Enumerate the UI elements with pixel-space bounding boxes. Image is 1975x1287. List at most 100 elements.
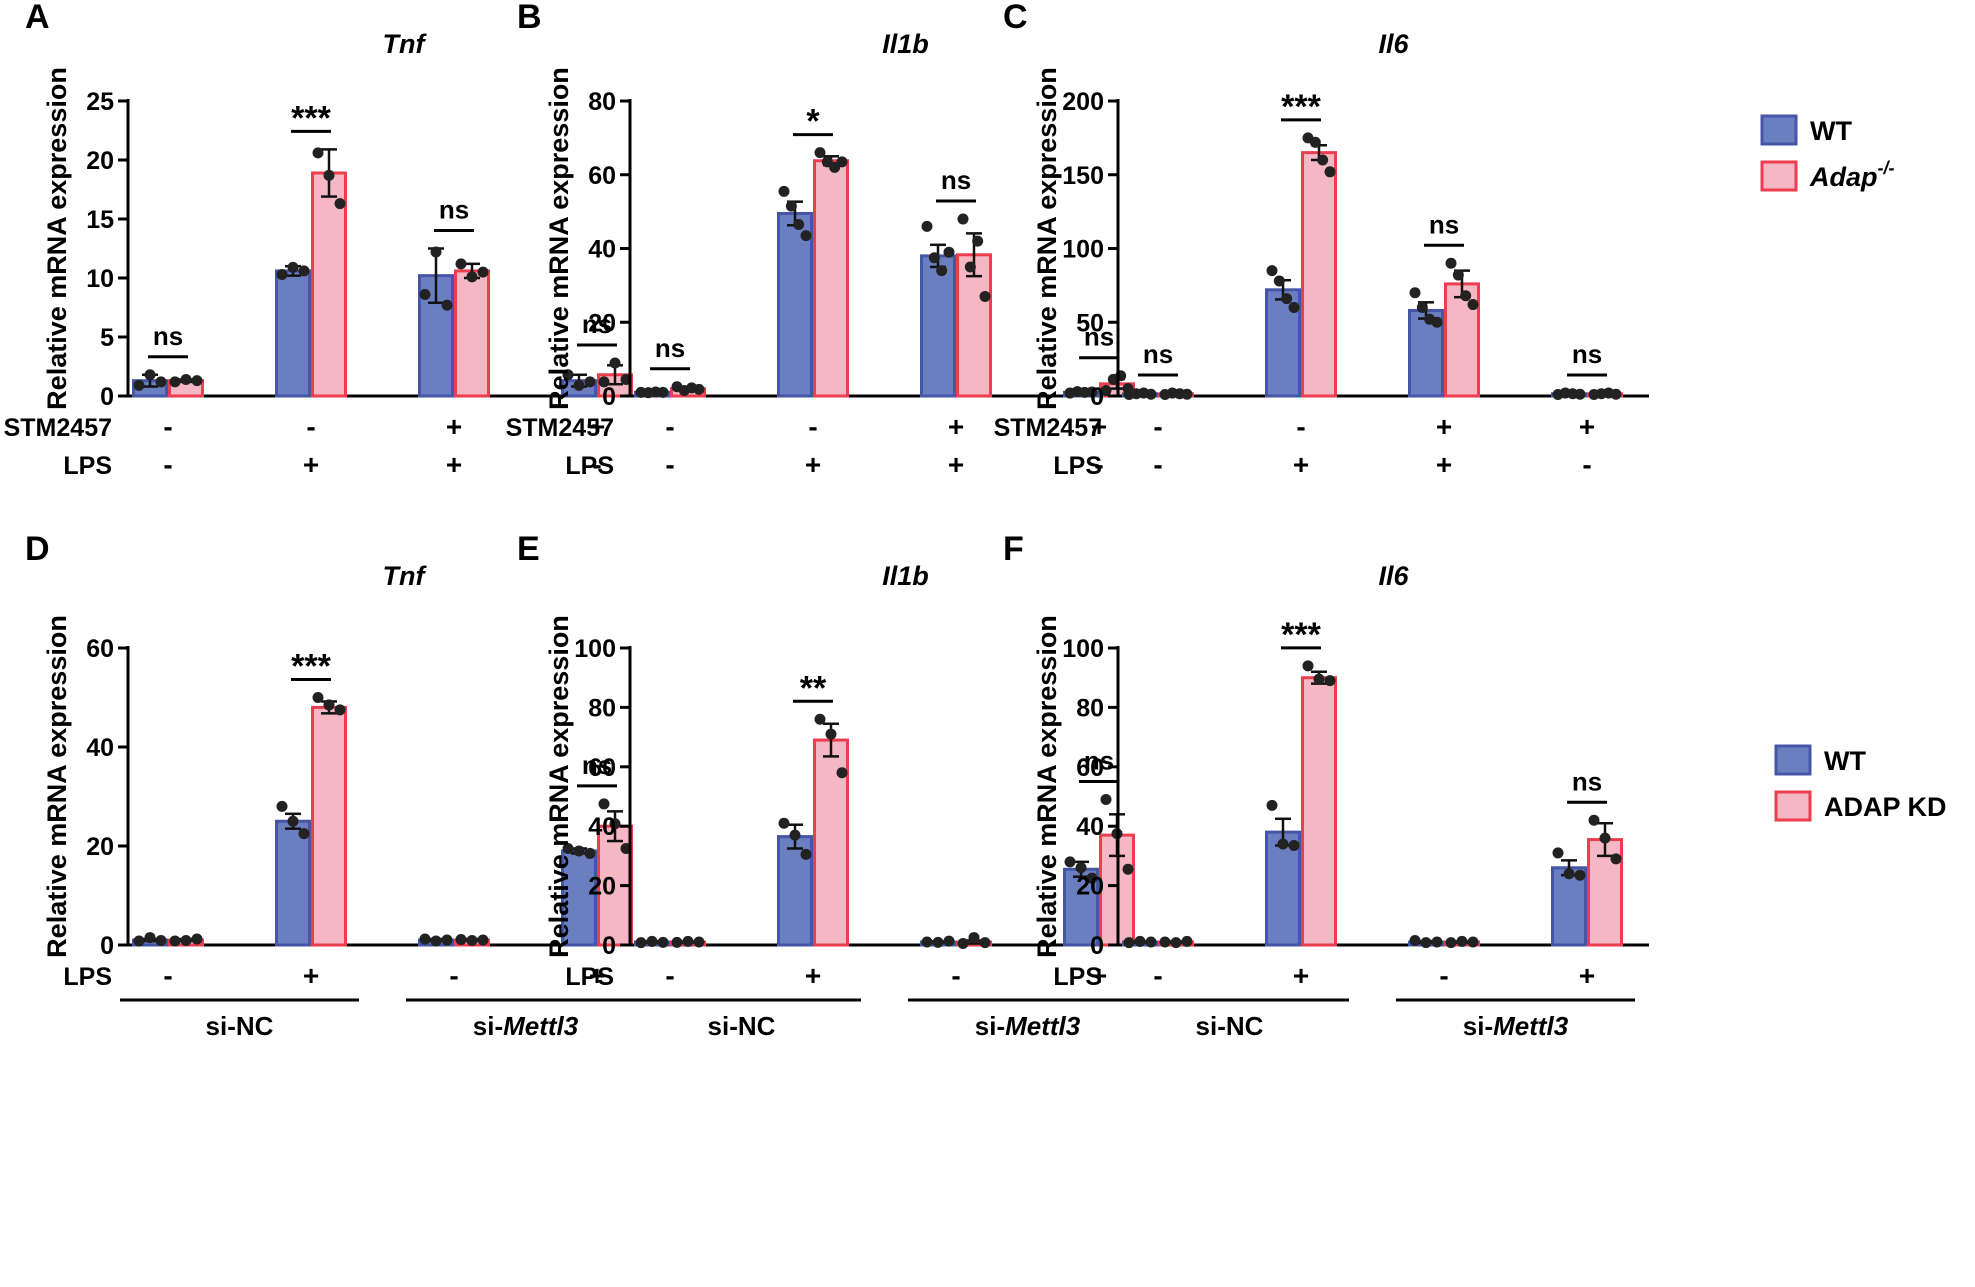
data-point: [1445, 937, 1457, 949]
significance-label: **: [800, 669, 827, 707]
panel-title: Tnf: [383, 29, 428, 59]
y-tick-label: 200: [1062, 88, 1104, 116]
y-tick-label: 20: [86, 147, 114, 175]
data-point: [778, 817, 790, 829]
significance-label: ns: [1429, 209, 1459, 239]
data-point: [928, 252, 940, 264]
group-label-si-mettl3: si-Mettl3: [1463, 1011, 1569, 1041]
data-point: [1100, 384, 1112, 396]
data-point: [298, 265, 310, 277]
data-point: [430, 246, 442, 258]
lps-symbol: -: [1094, 449, 1103, 480]
y-tick-label: 60: [1076, 754, 1104, 782]
data-point: [1456, 935, 1468, 947]
data-point: [323, 169, 335, 181]
data-point: [1610, 388, 1622, 400]
data-point: [287, 815, 299, 827]
data-point: [693, 383, 705, 395]
legend-label-text: ADAP KD: [1824, 792, 1947, 822]
legend-label-text: WT: [1824, 746, 1866, 776]
data-point: [1452, 269, 1464, 281]
legend-label: WT: [1824, 746, 1866, 776]
data-point: [1431, 316, 1443, 328]
y-tick-label: 25: [86, 88, 114, 116]
data-point: [657, 936, 669, 948]
data-point: [1145, 936, 1157, 948]
significance-label: *: [806, 103, 820, 141]
data-point: [800, 230, 812, 242]
y-axis-label: Relative mRNA expression: [1032, 615, 1062, 958]
data-point: [573, 845, 585, 857]
stm-symbol: -: [163, 411, 172, 442]
data-point: [169, 376, 181, 388]
data-point: [573, 379, 585, 391]
data-point: [778, 185, 790, 197]
stm-symbol: +: [1579, 411, 1595, 442]
lps-symbol: +: [948, 449, 964, 480]
y-tick-label: 0: [100, 383, 114, 411]
data-point: [921, 220, 933, 232]
data-point: [133, 379, 145, 391]
data-point: [466, 271, 478, 283]
data-point: [793, 219, 805, 231]
panel-letter: E: [517, 530, 540, 568]
group-label-si-mettl3: si-Mettl3: [975, 1011, 1081, 1041]
y-tick-label: 40: [588, 236, 616, 264]
legend-top: WT Adap-/-: [1760, 114, 1895, 192]
data-point: [1123, 937, 1135, 949]
group-label-si-nc: si-NC: [1196, 1011, 1264, 1041]
data-point: [1574, 869, 1586, 881]
row-label-lps: LPS: [1053, 963, 1102, 991]
data-point: [1445, 257, 1457, 269]
significance-label: ns: [582, 309, 612, 339]
y-tick-label: 40: [588, 813, 616, 841]
lps-symbol: +: [446, 449, 462, 480]
bar-ko: [1301, 151, 1337, 398]
data-point: [1309, 136, 1321, 148]
data-point: [979, 290, 991, 302]
data-point: [1313, 673, 1325, 685]
group-label-prefix: si-: [473, 1011, 503, 1041]
panel-letter: F: [1003, 530, 1024, 568]
data-point: [972, 235, 984, 247]
data-point: [609, 357, 621, 369]
data-point: [1460, 290, 1472, 302]
data-point: [1266, 265, 1278, 277]
bar-ko: [311, 705, 347, 947]
legend-label: ADAP KD: [1824, 792, 1947, 822]
data-point: [312, 147, 324, 159]
lps-symbol: +: [303, 449, 319, 480]
legend-label-sup: -/-: [1878, 158, 1895, 178]
data-point: [180, 935, 192, 947]
y-tick-label: 10: [86, 265, 114, 293]
data-point: [430, 935, 442, 947]
data-point: [276, 800, 288, 812]
data-point: [1467, 299, 1479, 311]
row-label-lps: LPS: [63, 452, 112, 480]
significance-label: ***: [1281, 88, 1321, 126]
data-point: [562, 369, 574, 381]
legend-label: Adap-/-: [1809, 158, 1895, 192]
lps-symbol: -: [665, 449, 674, 480]
group-label-si-nc: si-NC: [708, 1011, 776, 1041]
data-point: [1431, 936, 1443, 948]
data-point: [180, 373, 192, 385]
data-point: [932, 936, 944, 948]
data-point: [1599, 832, 1611, 844]
y-tick-label: 20: [588, 309, 616, 337]
legend-swatch-wt: [1774, 744, 1812, 776]
significance-label: ns: [941, 165, 971, 195]
significance-label: ns: [153, 321, 183, 351]
data-point: [133, 935, 145, 947]
stm-symbol: +: [948, 411, 964, 442]
data-point: [1181, 935, 1193, 947]
data-point: [1064, 856, 1076, 868]
data-point: [1288, 840, 1300, 852]
panel-F: F Il6 Relative mRNA expression 0 20 40 60 80 100…: [1003, 530, 1649, 1041]
data-point: [287, 261, 299, 273]
data-point: [598, 376, 610, 388]
stm-symbol: -: [306, 411, 315, 442]
data-point: [1409, 287, 1421, 299]
lps-symbol: -: [1439, 960, 1448, 991]
data-point: [1273, 275, 1285, 287]
